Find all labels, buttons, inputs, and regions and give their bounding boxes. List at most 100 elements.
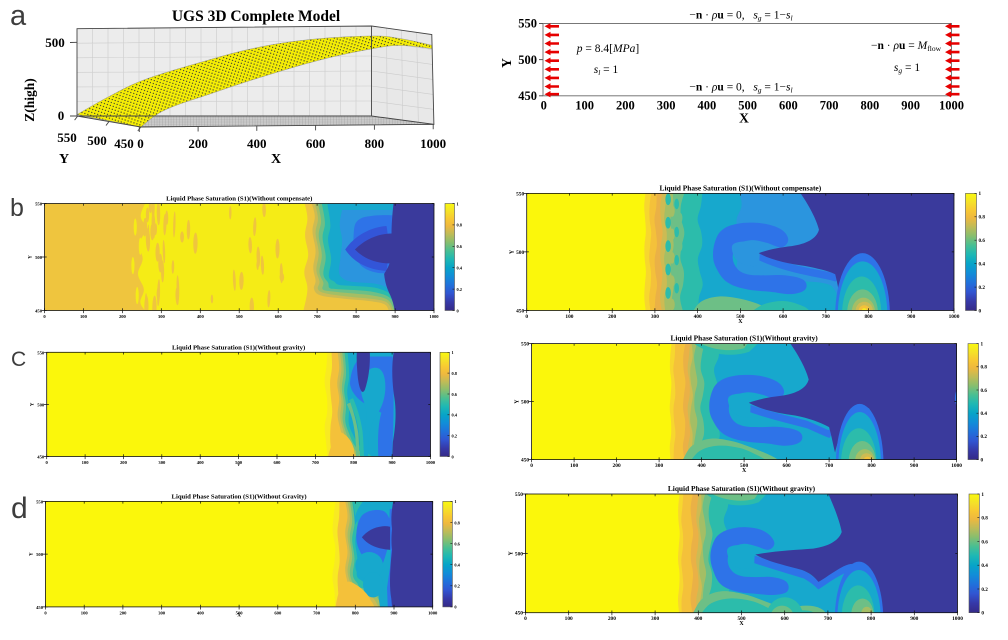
svg-text:Y: Y <box>509 550 515 555</box>
svg-text:1000: 1000 <box>428 610 438 615</box>
svg-text:600: 600 <box>274 460 282 465</box>
svg-text:100: 100 <box>565 314 573 320</box>
svg-text:900: 900 <box>910 463 918 469</box>
svg-text:0.8: 0.8 <box>457 223 463 228</box>
svg-text:100: 100 <box>565 616 573 622</box>
svg-text:0.8: 0.8 <box>981 365 988 371</box>
svg-text:0: 0 <box>524 616 527 622</box>
svg-text:0: 0 <box>541 99 547 113</box>
svg-text:400: 400 <box>197 314 205 319</box>
svg-text:900: 900 <box>907 314 915 320</box>
svg-text:0.4: 0.4 <box>454 563 460 568</box>
svg-text:450: 450 <box>37 455 45 460</box>
svg-text:0.6: 0.6 <box>457 244 463 249</box>
svg-text:450: 450 <box>521 458 529 464</box>
svg-text:400: 400 <box>694 616 702 622</box>
svg-text:Y: Y <box>28 255 34 259</box>
svg-text:550: 550 <box>518 17 537 31</box>
svg-text:1000: 1000 <box>429 314 439 319</box>
svg-text:550: 550 <box>516 191 524 197</box>
svg-text:700: 700 <box>313 610 321 615</box>
svg-text:Y: Y <box>29 552 35 556</box>
svg-text:100: 100 <box>81 610 89 615</box>
svg-text:200: 200 <box>616 99 635 113</box>
svg-text:Liquid Phase Saturation (S1)(W: Liquid Phase Saturation (S1)(Without gra… <box>670 334 818 343</box>
svg-text:0: 0 <box>454 605 457 610</box>
svg-text:0.2: 0.2 <box>981 434 988 440</box>
svg-text:Liquid Phase Saturation (S1)(W: Liquid Phase Saturation (S1)(Without gra… <box>668 484 816 493</box>
svg-text:0: 0 <box>979 308 982 314</box>
svg-text:Liquid Phase Saturation (S1)(W: Liquid Phase Saturation (S1)(Without com… <box>660 183 822 192</box>
svg-text:1000: 1000 <box>952 616 963 622</box>
svg-text:0.8: 0.8 <box>979 215 986 221</box>
svg-text:1000: 1000 <box>949 314 960 320</box>
svg-text:200: 200 <box>613 463 621 469</box>
svg-text:X: X <box>739 111 749 126</box>
svg-text:500: 500 <box>521 400 529 406</box>
svg-text:500: 500 <box>37 402 45 407</box>
svg-text:500: 500 <box>737 616 745 622</box>
svg-text:0: 0 <box>452 454 455 459</box>
svg-text:500: 500 <box>35 255 43 260</box>
svg-text:800: 800 <box>864 314 872 320</box>
svg-text:450: 450 <box>35 309 43 314</box>
svg-text:800: 800 <box>365 136 385 151</box>
svg-text:450: 450 <box>516 309 524 315</box>
svg-text:0.6: 0.6 <box>454 541 460 546</box>
svg-text:800: 800 <box>867 616 875 622</box>
svg-text:600: 600 <box>779 99 798 113</box>
svg-text:Y: Y <box>30 402 36 406</box>
svg-text:1: 1 <box>981 341 984 347</box>
svg-text:0.4: 0.4 <box>981 563 988 569</box>
svg-text:600: 600 <box>781 616 789 622</box>
svg-text:200: 200 <box>608 616 616 622</box>
svg-text:500: 500 <box>87 133 107 148</box>
svg-text:−n · ρu = Mflow: −n · ρu = Mflow <box>871 40 942 53</box>
svg-text:300: 300 <box>651 314 659 320</box>
svg-text:X: X <box>739 621 744 627</box>
svg-text:800: 800 <box>352 610 360 615</box>
svg-text:700: 700 <box>312 460 320 465</box>
svg-text:700: 700 <box>820 99 839 113</box>
svg-text:0.4: 0.4 <box>979 261 986 267</box>
svg-text:0: 0 <box>46 460 49 465</box>
svg-text:500: 500 <box>236 610 244 615</box>
svg-text:400: 400 <box>247 136 267 151</box>
svg-text:0: 0 <box>43 314 46 319</box>
svg-text:600: 600 <box>274 610 282 615</box>
svg-text:500: 500 <box>518 53 537 67</box>
svg-text:1: 1 <box>454 499 456 504</box>
svg-text:−n · ρu = 0, sg = 1−sl: −n · ρu = 0, sg = 1−sl <box>689 10 792 23</box>
svg-text:300: 300 <box>158 314 166 319</box>
svg-text:550: 550 <box>57 130 77 145</box>
svg-text:550: 550 <box>35 202 43 207</box>
svg-text:1000: 1000 <box>939 99 964 113</box>
svg-text:900: 900 <box>901 99 920 113</box>
svg-text:400: 400 <box>197 610 205 615</box>
svg-text:0: 0 <box>137 136 144 151</box>
svg-text:Y: Y <box>510 249 516 254</box>
svg-text:200: 200 <box>188 136 208 151</box>
svg-text:1: 1 <box>981 492 984 498</box>
svg-text:0: 0 <box>981 611 984 617</box>
svg-text:200: 200 <box>608 314 616 320</box>
svg-text:900: 900 <box>910 616 918 622</box>
svg-text:550: 550 <box>521 342 529 348</box>
svg-text:200: 200 <box>119 314 127 319</box>
svg-text:Liquid Phase Saturation (S1)(W: Liquid Phase Saturation (S1)(Without com… <box>166 196 312 203</box>
svg-text:700: 700 <box>314 314 322 319</box>
svg-text:400: 400 <box>694 314 702 320</box>
svg-text:0: 0 <box>58 108 65 123</box>
svg-text:1: 1 <box>457 201 459 206</box>
svg-text:550: 550 <box>36 499 44 504</box>
svg-text:100: 100 <box>80 314 88 319</box>
svg-text:p = 8.4[MPa]: p = 8.4[MPa] <box>576 43 639 55</box>
svg-text:X: X <box>271 152 281 167</box>
svg-text:0.2: 0.2 <box>981 587 988 593</box>
svg-text:0.6: 0.6 <box>979 238 986 244</box>
svg-text:500: 500 <box>236 314 244 319</box>
svg-text:100: 100 <box>82 460 90 465</box>
svg-text:0.2: 0.2 <box>452 433 458 438</box>
svg-text:300: 300 <box>651 616 659 622</box>
svg-text:Liquid Phase Saturation (S1)(W: Liquid Phase Saturation (S1)(Without Gra… <box>172 493 307 500</box>
